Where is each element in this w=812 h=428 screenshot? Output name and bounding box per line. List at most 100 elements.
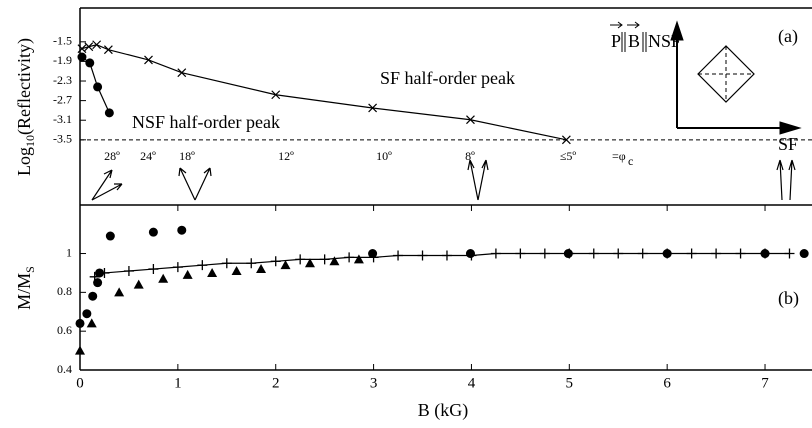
y-tick-label: -2.7 xyxy=(53,92,72,106)
marker xyxy=(465,249,475,259)
marker xyxy=(564,248,575,259)
marker xyxy=(561,135,571,145)
marker xyxy=(104,108,114,118)
annotation: NSF half-order peak xyxy=(132,112,280,132)
angle-label: 12º xyxy=(278,149,294,163)
marker xyxy=(86,318,97,328)
annotation: SF half-order peak xyxy=(380,68,515,88)
marker xyxy=(711,248,722,259)
x-tick-label: 7 xyxy=(761,375,769,391)
marker xyxy=(784,248,795,259)
inset xyxy=(610,20,802,135)
marker xyxy=(144,55,153,65)
marker xyxy=(158,273,169,283)
x-tick-label: 1 xyxy=(174,375,182,391)
marker xyxy=(280,260,291,270)
marker xyxy=(613,248,624,259)
y-tick-label: -2.3 xyxy=(53,73,72,87)
marker xyxy=(441,250,452,261)
marker xyxy=(466,250,477,261)
marker xyxy=(246,258,257,269)
marker xyxy=(319,254,330,265)
marker xyxy=(368,249,378,259)
marker xyxy=(539,248,550,259)
marker xyxy=(88,291,98,301)
y-axis-label: M/MS xyxy=(14,266,37,310)
marker xyxy=(344,252,355,263)
marker xyxy=(85,58,95,68)
y-label-part: S xyxy=(23,266,37,273)
marker xyxy=(82,309,92,319)
y-label-part: 10 xyxy=(23,135,37,147)
y-tick-label: -1.5 xyxy=(53,34,72,48)
marker xyxy=(760,248,771,259)
marker xyxy=(490,248,501,259)
angle-label: 18º xyxy=(179,149,195,163)
marker xyxy=(368,103,378,113)
marker xyxy=(270,256,281,267)
marker xyxy=(207,267,218,277)
marker xyxy=(735,248,746,259)
x-tick-label: 5 xyxy=(566,375,574,391)
marker xyxy=(799,249,809,259)
y-tick-label: 0.4 xyxy=(57,362,72,376)
marker xyxy=(256,264,267,274)
x-tick-label: 6 xyxy=(663,375,671,391)
y-tick-label: -3.5 xyxy=(53,132,72,146)
marker xyxy=(105,231,115,241)
marker xyxy=(662,248,673,259)
marker xyxy=(77,52,87,62)
marker xyxy=(353,254,364,264)
angle-label: c xyxy=(628,154,633,168)
angle-label: ≤5º xyxy=(560,149,577,163)
marker xyxy=(93,278,103,288)
marker xyxy=(393,250,404,261)
marker xyxy=(177,68,187,78)
marker xyxy=(148,227,158,237)
marker xyxy=(231,266,242,275)
x-tick-label: 0 xyxy=(76,375,84,391)
marker xyxy=(77,44,87,54)
marker xyxy=(75,345,85,355)
marker xyxy=(92,40,102,50)
marker xyxy=(93,82,103,92)
marker xyxy=(84,42,94,52)
inset-label: SF xyxy=(778,134,798,154)
y-tick-label: 0.8 xyxy=(57,284,72,298)
inset-label: B xyxy=(628,31,640,51)
marker xyxy=(466,115,475,125)
y-label-part: (Reflectivity) xyxy=(14,38,35,135)
y-tick-label: -1.9 xyxy=(53,53,72,67)
panel-label: (a) xyxy=(778,26,798,47)
marker xyxy=(182,269,193,279)
y-label-part: M/M xyxy=(14,273,34,310)
marker xyxy=(114,287,125,297)
inset-label: NSF xyxy=(648,31,681,51)
marker xyxy=(637,248,648,259)
angle-label: 28º xyxy=(104,149,120,163)
y-tick-label: 1 xyxy=(66,245,72,259)
angle-label: 8º xyxy=(465,149,475,163)
marker xyxy=(295,254,306,265)
marker xyxy=(197,260,208,271)
series-line xyxy=(81,44,567,141)
marker xyxy=(304,258,315,268)
marker xyxy=(177,225,187,235)
marker xyxy=(686,248,697,259)
x-tick-label: 4 xyxy=(468,375,476,391)
spin-arrows xyxy=(91,159,796,201)
marker xyxy=(221,258,232,269)
marker xyxy=(515,248,526,259)
x-tick-label: 2 xyxy=(272,375,280,391)
marker xyxy=(329,256,340,266)
x-axis-label: B (kG) xyxy=(418,400,469,421)
marker xyxy=(271,90,281,100)
marker xyxy=(588,248,599,259)
marker xyxy=(368,252,379,263)
angle-label: 10º xyxy=(376,149,392,163)
marker xyxy=(133,279,144,289)
marker xyxy=(172,262,183,273)
marker xyxy=(99,267,110,278)
y-label-part: Log xyxy=(14,147,34,176)
marker xyxy=(123,266,134,276)
